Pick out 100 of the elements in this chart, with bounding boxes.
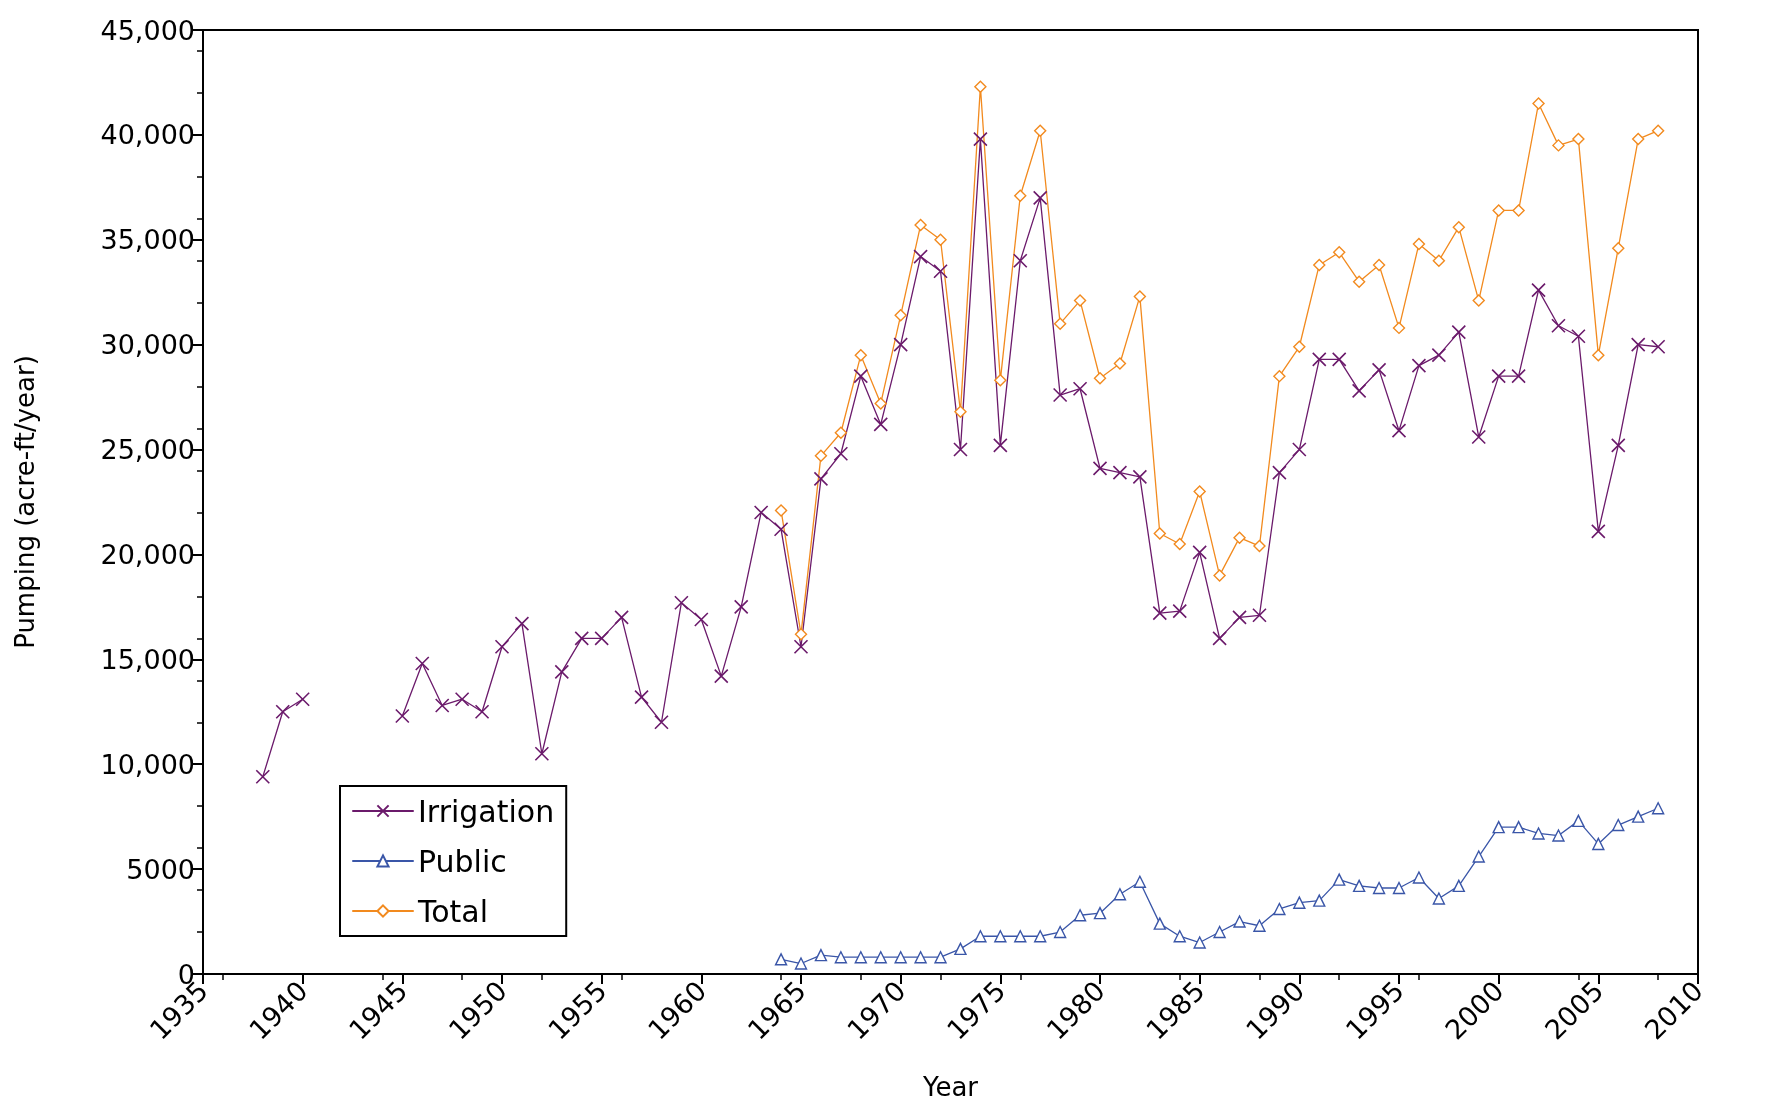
point [1093, 906, 1107, 920]
point [1113, 357, 1127, 370]
point [1612, 241, 1625, 255]
point [1552, 829, 1565, 842]
y-tick-label: 35,000 [100, 224, 195, 256]
point [1552, 139, 1565, 152]
point [1173, 537, 1186, 551]
legend-label: Total [417, 893, 489, 929]
point [1233, 915, 1246, 928]
y-tick-label: 15,000 [100, 643, 195, 675]
point [1273, 369, 1286, 383]
point [1432, 254, 1446, 267]
point [1612, 818, 1625, 832]
y-tick-label: 10,000 [100, 748, 195, 780]
point [1352, 275, 1366, 288]
point [1133, 875, 1147, 888]
point [1313, 258, 1326, 272]
point [1572, 814, 1585, 828]
point [1253, 539, 1266, 553]
point [954, 942, 967, 956]
point [1472, 294, 1485, 307]
point [1253, 919, 1266, 932]
point [994, 374, 1007, 387]
point [1014, 189, 1027, 202]
point [1153, 917, 1166, 930]
point [1592, 837, 1605, 851]
point [1512, 204, 1525, 217]
point [1372, 258, 1386, 272]
point [934, 951, 947, 964]
point [814, 449, 828, 463]
point [974, 930, 987, 943]
point [874, 951, 887, 964]
y-tick-label: 45,000 [100, 14, 195, 46]
point [894, 951, 907, 964]
point [1073, 294, 1087, 307]
point [1113, 888, 1127, 901]
point [994, 930, 1007, 943]
point [774, 953, 788, 966]
point [1034, 124, 1047, 137]
point [914, 218, 927, 232]
point [1492, 204, 1505, 217]
point [1153, 527, 1166, 540]
point [1352, 879, 1366, 893]
point [1651, 124, 1665, 137]
point [1053, 925, 1067, 939]
point [854, 951, 867, 964]
point [1592, 348, 1605, 362]
point [834, 426, 848, 439]
point [1273, 902, 1286, 916]
point [1632, 132, 1645, 146]
point [974, 80, 987, 93]
point [1133, 290, 1147, 303]
point [1213, 925, 1226, 939]
x-axis-title: Year [921, 1072, 979, 1102]
point [1512, 820, 1525, 834]
y-tick-label: 20,000 [100, 538, 195, 570]
point [834, 951, 848, 964]
point [1173, 930, 1186, 943]
point [1452, 879, 1465, 893]
point [1293, 340, 1306, 353]
point [1572, 132, 1585, 146]
point [774, 504, 788, 517]
point [1073, 909, 1087, 922]
point [1392, 881, 1406, 895]
point [934, 233, 947, 246]
point [1193, 936, 1206, 949]
point [1472, 850, 1485, 863]
point [1213, 569, 1226, 582]
point [1412, 871, 1426, 884]
point [1293, 896, 1306, 909]
point [1053, 317, 1067, 330]
point [1372, 881, 1386, 895]
y-tick-label: 40,000 [100, 119, 195, 151]
point [954, 405, 967, 418]
point [1532, 827, 1545, 840]
point [1313, 894, 1326, 907]
point [1333, 246, 1346, 259]
point [1333, 873, 1346, 886]
point [1034, 930, 1047, 943]
point [1492, 820, 1505, 834]
legend-label: Irrigation [418, 793, 555, 829]
point [1452, 220, 1465, 234]
point [854, 348, 867, 362]
point [1532, 97, 1545, 110]
point [1014, 930, 1027, 943]
point [1392, 321, 1406, 335]
point [1233, 531, 1246, 544]
y-tick-label: 5000 [126, 853, 195, 885]
point [1193, 485, 1206, 498]
point [794, 627, 808, 641]
y-axis-title: Pumping (acre-ft/year) [10, 355, 40, 649]
point [914, 951, 927, 964]
point [1651, 802, 1665, 815]
point [874, 397, 887, 410]
point [894, 309, 907, 322]
legend-label: Public [418, 843, 507, 879]
point [1412, 237, 1426, 251]
point [1093, 372, 1107, 385]
point [1632, 810, 1645, 823]
point [794, 957, 808, 970]
